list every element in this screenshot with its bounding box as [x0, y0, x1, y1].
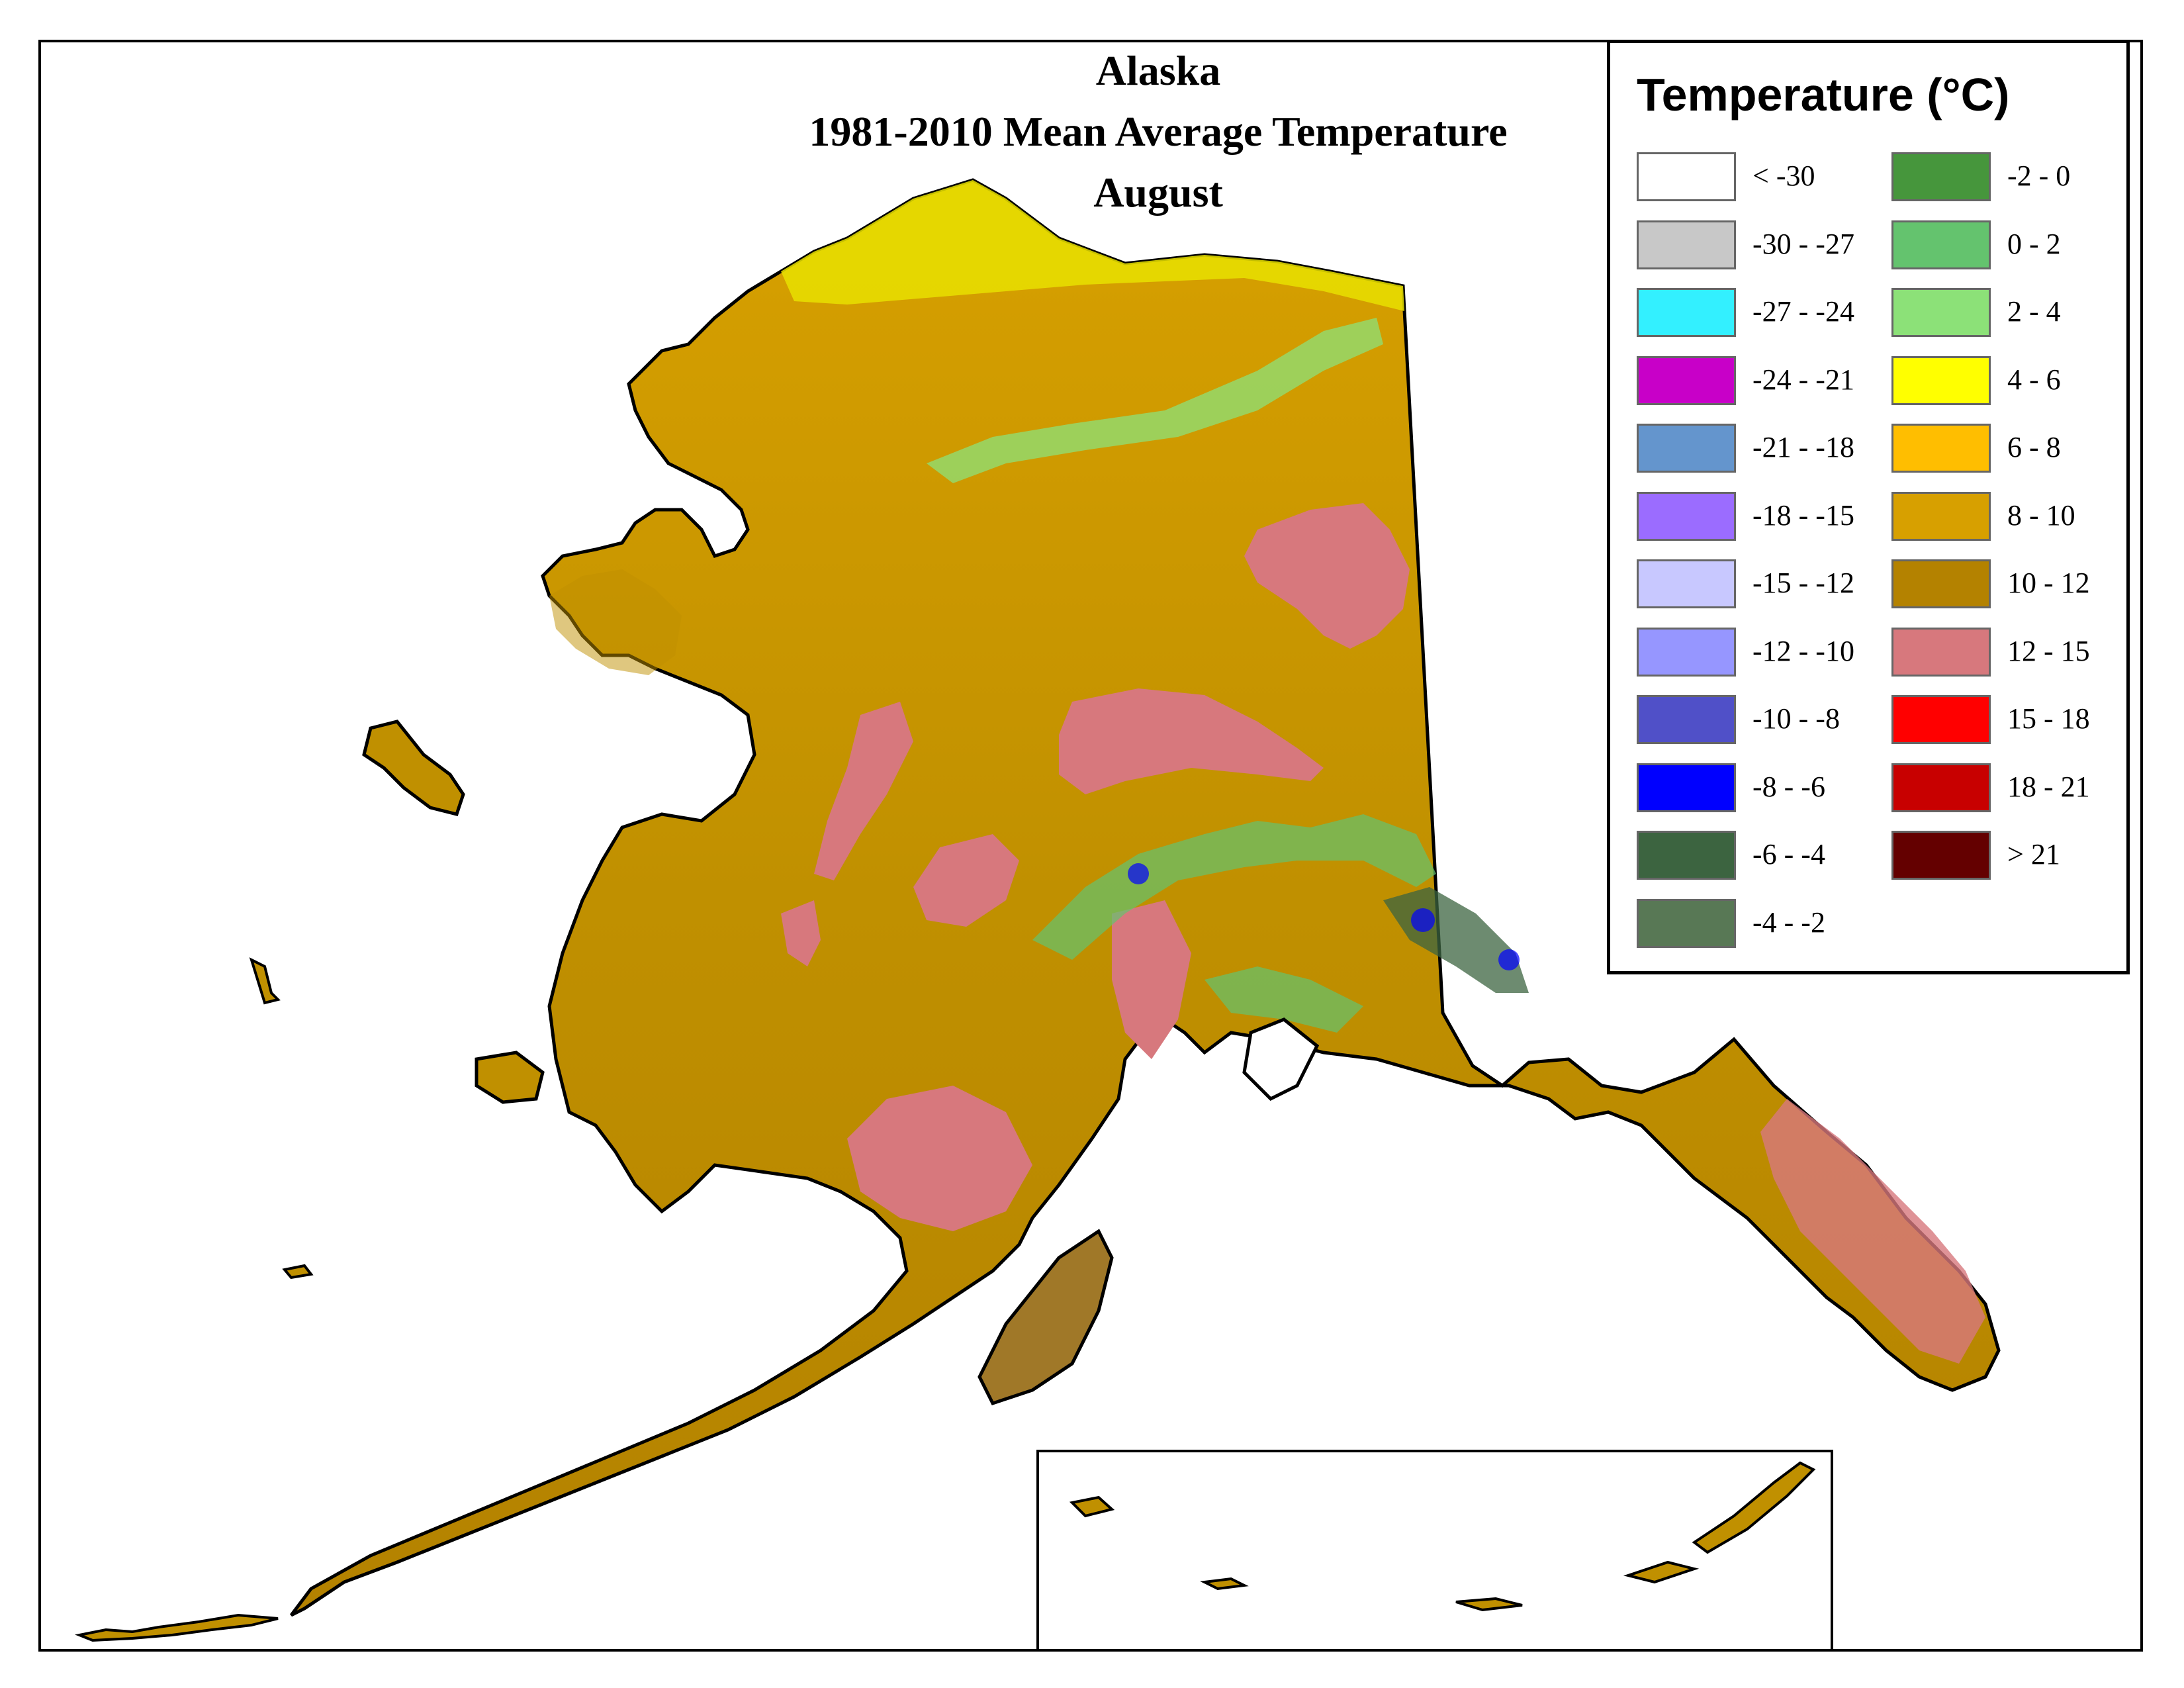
legend-swatch: [1891, 220, 1991, 269]
legend-label: 0 - 2: [2007, 227, 2061, 260]
st-matthew-island: [249, 957, 281, 1005]
legend-swatch: [1637, 695, 1736, 744]
warm-region-kuskokwim: [913, 834, 1019, 927]
prince-william-sound: [1242, 1017, 1320, 1102]
legend-swatch: [1891, 763, 1991, 812]
seward-peninsula: [549, 569, 682, 675]
legend-label: -6 - -4: [1752, 838, 1825, 870]
legend-label: -30 - -27: [1752, 227, 1854, 260]
legend-swatch: [1891, 491, 1991, 541]
legend-swatch: [1891, 424, 1991, 473]
brooks-range: [927, 318, 1383, 483]
warm-region-yukon-flats: [1244, 503, 1410, 649]
legend-swatch: [1637, 491, 1736, 541]
st-lawrence-island: [362, 720, 465, 816]
map-title-line2: 1981-2010 Mean Average Temperature: [809, 108, 1508, 155]
inset-aleutians: [1069, 1461, 1816, 1612]
legend-swatch: [1891, 559, 1991, 608]
legend-label: -8 - -6: [1752, 770, 1825, 803]
legend-swatch: [1637, 763, 1736, 812]
legend-swatch: [1637, 355, 1736, 405]
legend-label: 10 - 12: [2007, 567, 2090, 599]
nunivak-island: [475, 1051, 545, 1104]
legend-swatch: [1891, 288, 1991, 337]
legend-swatch: [1891, 152, 1991, 201]
legend-label: 18 - 21: [2007, 770, 2090, 803]
legend-title: Temperature (°C): [1637, 69, 2010, 120]
legend-label: 6 - 8: [2007, 431, 2061, 463]
chugach-range: [1205, 966, 1363, 1033]
legend: Temperature (°C) < -30 -30 - -27 -27 - -24…: [1607, 40, 2130, 974]
warm-region-southwest: [781, 900, 821, 966]
legend-label: 15 - 18: [2007, 702, 2090, 735]
glacier-blue-1: [1411, 908, 1435, 932]
glacier-blue-3: [1128, 863, 1149, 884]
legend-swatch: [1637, 831, 1736, 880]
legend-swatch: [1637, 627, 1736, 677]
pribilof-island: [282, 1264, 314, 1280]
aleutian-inset-frame: [1036, 1450, 1833, 1652]
warm-region-west: [814, 702, 913, 880]
warm-region-interior: [1059, 688, 1324, 794]
legend-swatch: [1891, 695, 1991, 744]
alaska-range: [1032, 814, 1436, 960]
legend-label: -12 - -10: [1752, 634, 1854, 667]
legend-label: -18 - -15: [1752, 498, 1854, 532]
warm-region-bristol: [847, 1086, 1032, 1231]
legend-swatch: [1637, 424, 1736, 473]
legend-label: < -30: [1752, 160, 1815, 192]
legend-label: -21 - -18: [1752, 431, 1854, 463]
north-slope-band: [781, 180, 1404, 311]
glacier-blue-2: [1498, 949, 1520, 970]
warm-region-southeast: [1760, 1099, 1985, 1364]
legend-label: -24 - -21: [1752, 363, 1854, 396]
legend-swatch: [1891, 355, 1991, 405]
legend-label: -4 - -2: [1752, 906, 1825, 939]
kodiak-island: [978, 1229, 1114, 1406]
legend-label: -2 - 0: [2007, 160, 2071, 192]
legend-label: 2 - 4: [2007, 295, 2061, 328]
legend-label: -10 - -8: [1752, 702, 1840, 735]
legend-label: 8 - 10: [2007, 498, 2075, 532]
map-title-line3: August: [1093, 169, 1223, 216]
warm-region-cook-inlet: [1112, 900, 1191, 1059]
legend-label: -27 - -24: [1752, 295, 1854, 328]
legend-label: 12 - 15: [2007, 634, 2090, 667]
legend-swatch: [1891, 627, 1991, 677]
legend-swatch: [1637, 559, 1736, 608]
legend-swatch: [1637, 220, 1736, 269]
aleutian-chain: [75, 1613, 279, 1642]
legend-label: -15 - -12: [1752, 567, 1854, 599]
map-title-line1: Alaska: [1095, 47, 1221, 94]
legend-swatch: [1891, 831, 1991, 880]
legend-swatch: [1637, 152, 1736, 201]
legend-swatch: [1637, 898, 1736, 948]
legend-label: > 21: [2007, 838, 2060, 870]
legend-label: 4 - 6: [2007, 363, 2061, 396]
legend-swatch: [1637, 288, 1736, 337]
